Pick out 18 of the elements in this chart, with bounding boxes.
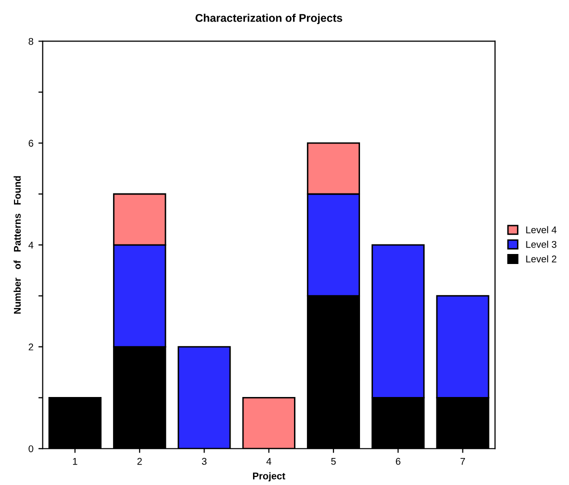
y-tick-label: 0: [28, 445, 34, 452]
x-tick-label: 6: [396, 458, 400, 465]
legend-label: Level 2: [526, 255, 556, 262]
y-tick-label: 8: [28, 38, 34, 45]
y-axis-title: Number of Patterns Found: [14, 176, 21, 314]
x-tick-label: 5: [331, 458, 336, 465]
x-tick-label: 3: [202, 458, 207, 465]
x-axis-title: Project: [253, 472, 286, 482]
x-tick-label: 7: [460, 458, 465, 465]
chart-title: Characterization of Projects: [196, 14, 342, 24]
x-tick-label: 1: [73, 458, 78, 465]
legend-label: Level 3: [526, 240, 556, 248]
y-tick-label: 2: [28, 344, 34, 350]
x-tick-label: 4: [266, 458, 272, 465]
y-tick-label: 4: [28, 242, 34, 248]
y-tick-label: 6: [28, 140, 34, 147]
legend-label: Level 4: [526, 226, 557, 234]
x-tick-label: 2: [137, 458, 142, 465]
